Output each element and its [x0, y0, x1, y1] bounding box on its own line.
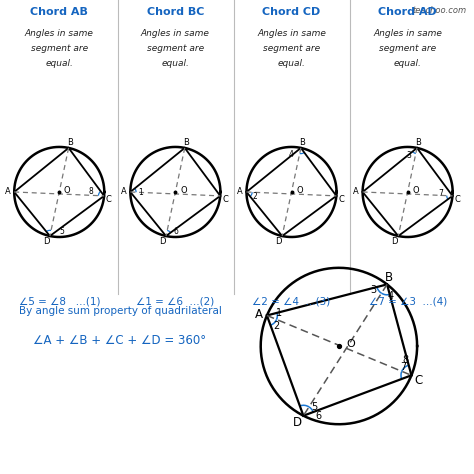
- Text: B: B: [183, 138, 189, 147]
- Text: D: D: [159, 237, 165, 246]
- Text: ∠A + ∠B + ∠C + ∠D = 360°: ∠A + ∠B + ∠C + ∠D = 360°: [33, 334, 206, 347]
- Text: 7: 7: [400, 362, 406, 372]
- Text: Angles in same
segment are
equal.: Angles in same segment are equal.: [257, 29, 326, 68]
- Text: B: B: [67, 138, 73, 147]
- Text: Chord AD: Chord AD: [378, 7, 437, 17]
- Text: B: B: [385, 271, 393, 284]
- Text: Angles in same
segment are
equal.: Angles in same segment are equal.: [141, 29, 210, 68]
- Text: 4: 4: [388, 291, 394, 301]
- Text: teachoo.com: teachoo.com: [413, 6, 467, 15]
- Text: A: A: [5, 188, 10, 196]
- Text: 5: 5: [310, 402, 317, 412]
- Text: By angle sum property of quadrilateral: By angle sum property of quadrilateral: [19, 306, 222, 316]
- Text: Chord BC: Chord BC: [146, 7, 204, 17]
- Text: 5: 5: [59, 227, 64, 236]
- Text: D: D: [275, 237, 282, 246]
- Text: ∠7 = ∠3  ...(4): ∠7 = ∠3 ...(4): [368, 296, 447, 306]
- Text: 2: 2: [253, 192, 257, 201]
- Text: O: O: [180, 186, 187, 194]
- Text: C: C: [454, 195, 460, 204]
- Text: A: A: [121, 188, 127, 196]
- Text: 7: 7: [438, 189, 444, 198]
- Text: B: B: [300, 138, 305, 147]
- Text: ∠5 = ∠8   ...(1): ∠5 = ∠8 ...(1): [18, 296, 100, 306]
- Text: A: A: [353, 188, 359, 196]
- Text: C: C: [222, 195, 228, 204]
- Text: C: C: [106, 195, 112, 204]
- Text: Angles in same
segment are
equal.: Angles in same segment are equal.: [373, 29, 442, 68]
- Text: ∠2 = ∠4  ...(3): ∠2 = ∠4 ...(3): [252, 296, 331, 306]
- Text: C: C: [414, 374, 422, 387]
- Text: Chord CD: Chord CD: [263, 7, 320, 17]
- Text: C: C: [338, 195, 344, 204]
- Text: O: O: [64, 186, 71, 194]
- Text: 2: 2: [273, 321, 280, 331]
- Text: 6: 6: [173, 227, 178, 236]
- Text: D: D: [391, 237, 398, 246]
- Text: O: O: [346, 338, 355, 349]
- Text: 3: 3: [406, 151, 411, 160]
- Text: D: D: [43, 237, 49, 246]
- Text: 4: 4: [289, 150, 294, 159]
- Text: Chord AB: Chord AB: [30, 7, 88, 17]
- Text: D: D: [293, 416, 302, 429]
- Text: 3: 3: [371, 285, 377, 295]
- Text: 8: 8: [403, 355, 409, 365]
- Text: Angles in same
segment are
equal.: Angles in same segment are equal.: [25, 29, 94, 68]
- Text: ∠1 = ∠6  ...(2): ∠1 = ∠6 ...(2): [136, 296, 215, 306]
- Text: 1: 1: [276, 308, 283, 318]
- Text: 6: 6: [316, 410, 322, 421]
- Text: B: B: [416, 138, 421, 147]
- Text: O: O: [296, 186, 303, 194]
- Text: O: O: [412, 186, 419, 194]
- Text: A: A: [255, 308, 263, 320]
- Text: 1: 1: [138, 189, 143, 197]
- Text: 8: 8: [89, 187, 93, 196]
- Text: A: A: [237, 188, 243, 196]
